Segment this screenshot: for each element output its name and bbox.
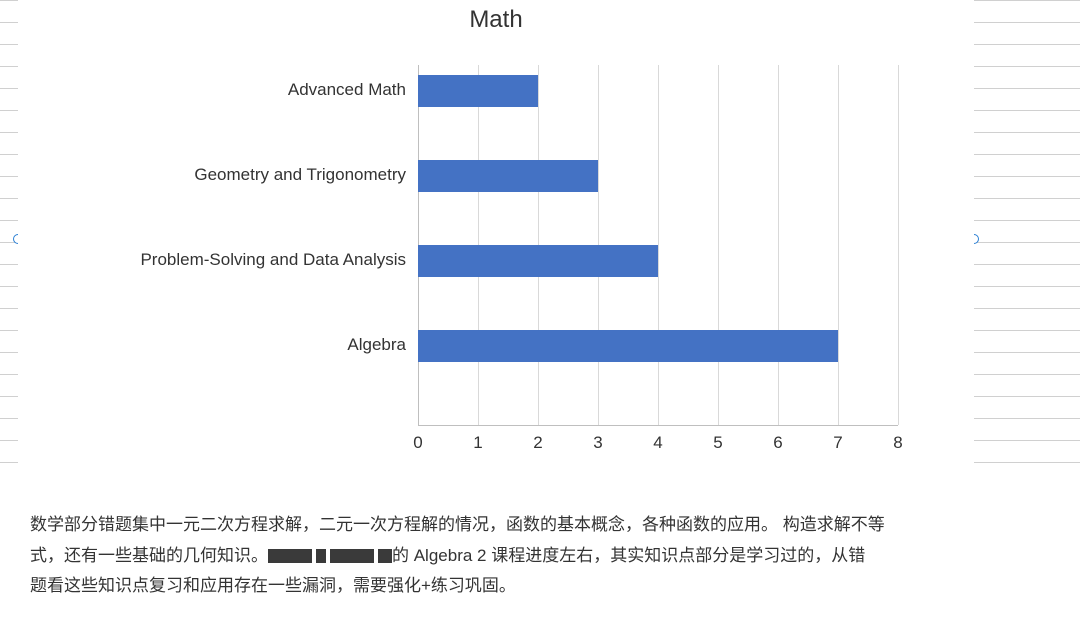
chart-bar (418, 160, 598, 192)
chart-x-tick: 1 (468, 433, 488, 453)
chart-x-tick: 7 (828, 433, 848, 453)
chart-bar (418, 245, 658, 277)
redacted-text (268, 549, 312, 563)
chart-title: Math (18, 6, 974, 34)
chart-category-label: Advanced Math (288, 80, 406, 100)
chart-category-label: Problem-Solving and Data Analysis (140, 250, 406, 270)
analysis-paragraph: 数学部分错题集中一元二次方程求解，二元一次方程解的情况，函数的基本概念，各种函数… (30, 510, 1050, 602)
chart-gridline (658, 65, 659, 425)
chart-plot-area: 012345678Advanced MathGeometry and Trigo… (18, 65, 974, 425)
paragraph-line: 题看这些知识点复习和应用存在一些漏洞，需要强化+练习巩固。 (30, 571, 1050, 602)
chart-gridline (778, 65, 779, 425)
chart-bar (418, 330, 838, 362)
chart-x-tick: 3 (588, 433, 608, 453)
paragraph-line: 数学部分错题集中一元二次方程求解，二元一次方程解的情况，函数的基本概念，各种函数… (30, 510, 1050, 541)
chart-gridline (718, 65, 719, 425)
chart-gridline (838, 65, 839, 425)
chart-x-tick: 2 (528, 433, 548, 453)
math-chart[interactable]: Math 012345678Advanced MathGeometry and … (18, 0, 974, 478)
page-root: Math 012345678Advanced MathGeometry and … (0, 0, 1080, 622)
chart-category-label: Algebra (347, 335, 406, 355)
chart-category-label: Geometry and Trigonometry (194, 165, 406, 185)
redacted-text (316, 549, 326, 563)
chart-bottom-axis (418, 425, 898, 426)
chart-x-tick: 8 (888, 433, 908, 453)
chart-x-tick: 5 (708, 433, 728, 453)
paragraph-line: 式，还有一些基础的几何知识。的 Algebra 2 课程进度左右，其实知识点部分… (30, 541, 1050, 572)
chart-x-tick: 0 (408, 433, 428, 453)
redacted-text (378, 549, 392, 563)
chart-bar (418, 75, 538, 107)
chart-x-tick: 6 (768, 433, 788, 453)
chart-x-tick: 4 (648, 433, 668, 453)
redacted-text (330, 549, 374, 563)
chart-gridline (898, 65, 899, 425)
